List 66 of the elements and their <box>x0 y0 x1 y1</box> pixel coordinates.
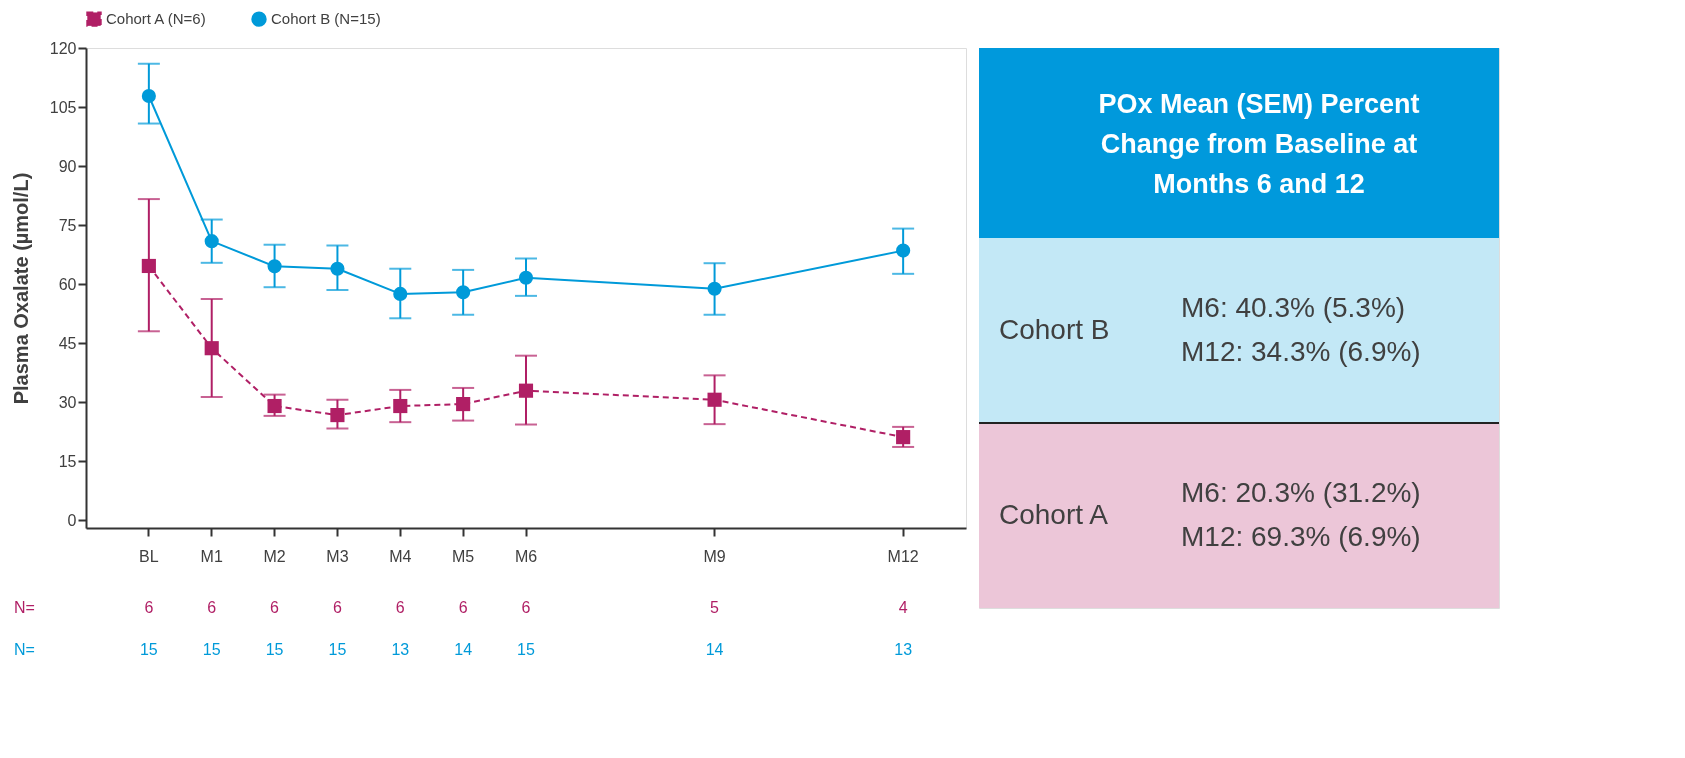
text: 5 <box>710 599 720 616</box>
y-tick-label: 105 <box>49 98 77 116</box>
x-tick-label: BL <box>139 547 159 565</box>
x-tick-label: M2 <box>263 547 286 565</box>
x-tick-label: M6 <box>514 547 538 565</box>
y-tick-label: 15 <box>58 452 77 470</box>
point <box>141 88 156 104</box>
text: 14 <box>705 641 724 658</box>
text: 15 <box>265 641 284 658</box>
y-tick-label: 45 <box>58 334 77 352</box>
y-tick-label: 75 <box>58 216 77 234</box>
text: N= <box>14 599 35 616</box>
point <box>393 286 408 301</box>
y-tick-label: 0 <box>67 511 77 529</box>
x-tick-label: M5 <box>452 547 475 565</box>
point <box>456 396 471 412</box>
y-axis-title: Plasma Oxalate (µmol/L) <box>9 172 32 405</box>
point <box>518 383 534 398</box>
y-tick-label: 30 <box>58 393 77 411</box>
point <box>141 258 156 274</box>
text: 6 <box>144 599 154 616</box>
y-tick-label: 120 <box>49 39 77 57</box>
point <box>204 341 219 356</box>
text: 13 <box>894 641 913 658</box>
point <box>330 408 345 423</box>
text: 6 <box>458 599 468 616</box>
legend-label: Cohort B (N=15) <box>271 10 381 28</box>
x-tick-label: M4 <box>389 547 412 565</box>
text: 15 <box>328 641 347 658</box>
text: 13 <box>391 641 410 658</box>
point <box>896 243 911 258</box>
text: Cohort A <box>999 498 1109 530</box>
text: 15 <box>517 641 535 658</box>
text: M12: 34.3% (6.9%) <box>1181 335 1421 367</box>
text: 6 <box>270 599 280 616</box>
x-tick-label: M3 <box>326 547 349 565</box>
point <box>896 430 911 445</box>
x-tick-label: M1 <box>200 547 223 565</box>
legend-label: Cohort A (N=6) <box>106 10 206 28</box>
point <box>518 270 534 285</box>
point <box>267 398 282 414</box>
text: Cohort B <box>999 313 1110 345</box>
text: 6 <box>521 599 531 616</box>
text: 15 <box>139 641 158 658</box>
point <box>456 285 471 300</box>
y-tick-label: 90 <box>58 157 77 175</box>
point <box>267 259 282 274</box>
text: 6 <box>332 599 342 616</box>
point <box>707 392 722 407</box>
text: N= <box>14 641 35 658</box>
text: 6 <box>207 599 217 616</box>
x-tick-label: M9 <box>703 547 726 565</box>
text: M6: 40.3% (5.3%) <box>1181 291 1406 323</box>
text: 4 <box>898 599 908 616</box>
point <box>204 234 219 249</box>
text: 14 <box>454 641 473 658</box>
text: M12: 69.3% (6.9%) <box>1181 520 1421 552</box>
y-tick-label: 60 <box>58 275 77 293</box>
point <box>330 261 345 276</box>
x-tick-label: M12 <box>887 547 919 565</box>
text: 6 <box>395 599 405 616</box>
text: 15 <box>202 641 221 658</box>
point <box>393 398 408 414</box>
text: M6: 20.3% (31.2%) <box>1181 476 1421 508</box>
text: POx Mean (SEM) Percent Change from Baseline at Months 6 and 12 <box>1098 89 1420 199</box>
point <box>707 281 722 296</box>
